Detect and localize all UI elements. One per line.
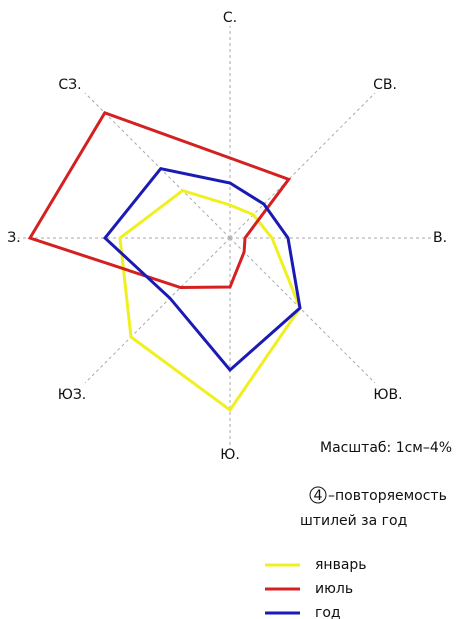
legend-label: январь <box>315 557 367 573</box>
direction-label: В. <box>433 230 447 246</box>
series-polygon <box>27 110 292 290</box>
calm-text: –повторяемость <box>328 488 447 504</box>
direction-label: Ю. <box>220 447 240 463</box>
axis <box>229 237 376 384</box>
direction-label: СЗ. <box>58 77 81 93</box>
direction-label: СВ. <box>373 77 397 93</box>
axis <box>84 237 231 384</box>
direction-label: З. <box>7 230 20 246</box>
calm-circle <box>309 486 327 504</box>
direction-label: С. <box>223 10 237 26</box>
series-polygon <box>118 188 302 413</box>
calm-text: штилей за год <box>300 513 407 529</box>
legend-label: июль <box>315 581 353 597</box>
direction-label: ЮЗ. <box>58 387 87 403</box>
direction-label: ЮВ. <box>373 387 402 403</box>
axis <box>84 92 231 239</box>
legend-label: год <box>315 605 341 619</box>
axis <box>229 92 376 239</box>
scale-label: Масштаб: 1см–4% <box>320 440 452 456</box>
series-polygon <box>102 167 302 373</box>
calm-value: 4 <box>314 488 323 504</box>
